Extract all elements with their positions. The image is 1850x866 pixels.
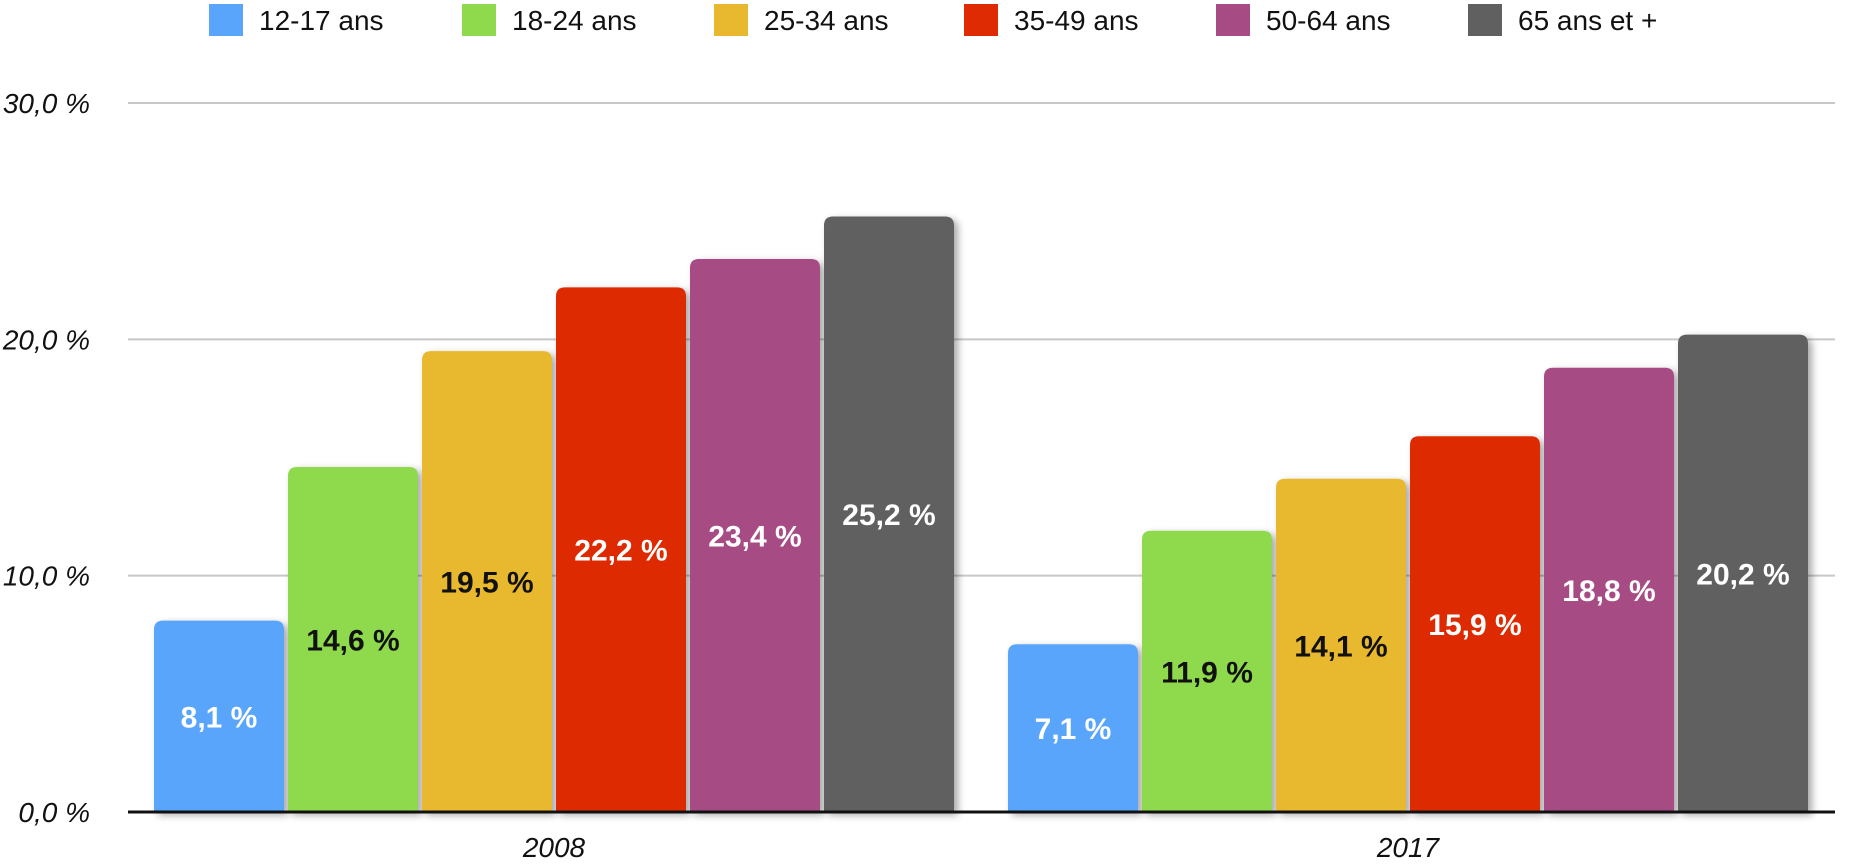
y-tick-label: 20,0 % [2,324,90,355]
bar [1410,436,1540,812]
y-axis-ticks: 0,0 % 10,0 % 20,0 % 30,0 % [2,88,90,828]
x-axis-categories: 2008 2017 [522,832,1441,863]
data-label: 20,2 % [1696,558,1789,591]
bar [824,216,954,812]
bar [422,351,552,812]
data-label: 22,2 % [574,535,667,568]
bar [1678,334,1808,812]
data-labels: 8,1 % 14,6 % 19,5 % 22,2 % 23,4 % 25,2 % 7,1 %… [181,499,1790,746]
legend-item: 50-64 ans [1216,4,1391,36]
legend-swatch [462,4,496,36]
x-category-label: 2017 [1376,832,1441,863]
bars [128,216,1835,814]
legend-swatch [964,4,998,36]
data-label: 18,8 % [1562,575,1655,608]
bar [1142,530,1272,812]
legend-label: 25-34 ans [764,5,889,36]
legend-swatch [209,4,243,36]
y-tick-label: 30,0 % [3,88,90,119]
legend-swatch [1216,4,1250,36]
data-label: 14,1 % [1294,630,1387,663]
bar [1544,367,1674,812]
legend-swatch [1468,4,1502,36]
data-label: 19,5 % [440,567,533,600]
legend-item: 35-49 ans [964,4,1139,36]
y-tick-label: 10,0 % [3,561,90,592]
data-label: 14,6 % [306,624,399,657]
legend-swatch [714,4,748,36]
legend-item: 12-17 ans [209,4,384,36]
legend-item: 65 ans et + [1468,4,1657,36]
legend-label: 65 ans et + [1518,5,1657,36]
data-label: 7,1 % [1035,713,1112,746]
legend-label: 50-64 ans [1266,5,1391,36]
data-label: 15,9 % [1428,609,1521,642]
legend-item: 25-34 ans [714,4,889,36]
bar [556,287,686,813]
data-label: 11,9 % [1161,656,1253,689]
data-label: 25,2 % [842,499,935,532]
bar [288,466,418,812]
bar [1008,644,1138,812]
legend-label: 35-49 ans [1014,5,1139,36]
data-label: 23,4 % [708,520,801,553]
legend-item: 18-24 ans [462,4,637,36]
y-tick-label: 0,0 % [18,797,90,828]
legend-label: 12-17 ans [259,5,384,36]
bar [154,620,284,812]
x-category-label: 2008 [522,832,586,863]
legend: 12-17 ans 18-24 ans 25-34 ans 35-49 ans 50-6… [209,4,1657,36]
bar [1276,478,1406,812]
bar [690,258,820,813]
data-label: 8,1 % [181,701,258,734]
legend-label: 18-24 ans [512,5,637,36]
